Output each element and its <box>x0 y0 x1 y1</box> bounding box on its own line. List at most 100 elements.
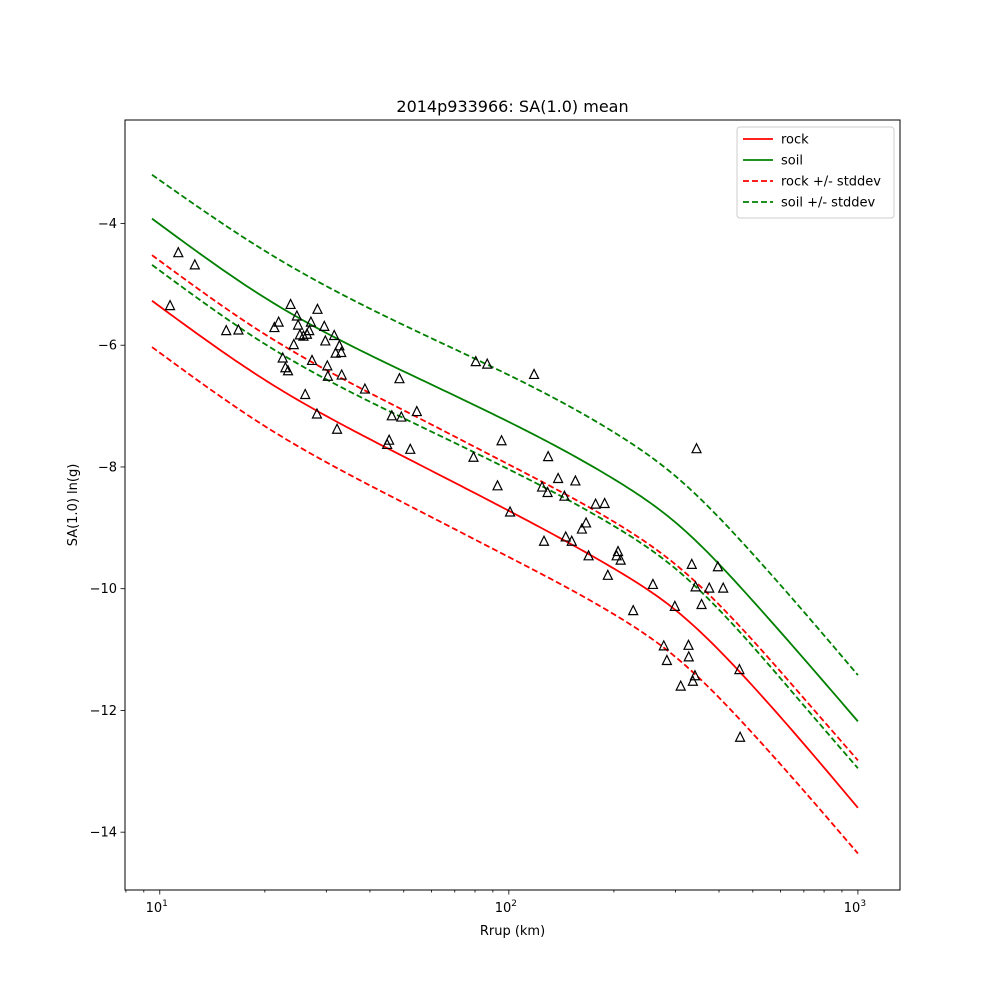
observation-point-73 <box>683 650 695 662</box>
series-line-2 <box>151 254 859 761</box>
y-tick-label: −14 <box>90 826 117 841</box>
observation-point-10 <box>285 298 297 310</box>
observation-point-55 <box>566 534 578 546</box>
observation-point-37 <box>393 372 405 384</box>
observation-point-12 <box>291 309 303 321</box>
observation-point-56 <box>569 474 581 486</box>
legend: rock soil rock +/- stddev soil +/- stddev <box>736 126 895 219</box>
y-tick-label: −10 <box>90 582 117 597</box>
chart-title: 2014p933966: SA(1.0) mean <box>396 97 628 116</box>
observation-point-36 <box>386 409 398 421</box>
x-axis-title: Rrup (km) <box>480 924 545 939</box>
observation-point-22 <box>312 302 323 314</box>
series-line-4 <box>151 174 859 676</box>
observation-point-66 <box>627 604 639 616</box>
y-tick-label: −6 <box>98 339 117 354</box>
observation-point-43 <box>481 357 493 369</box>
observation-point-61 <box>599 497 611 509</box>
series-line-5 <box>151 264 859 769</box>
observation-point-9 <box>282 364 294 376</box>
observation-point-1 <box>172 246 184 258</box>
observation-point-19 <box>305 315 317 327</box>
observation-point-52 <box>552 472 564 484</box>
observation-point-33 <box>359 382 371 394</box>
observation-point-82 <box>717 581 729 593</box>
legend-label-1: soil <box>781 154 803 169</box>
legend-label-3: soil +/- stddev <box>781 196 876 211</box>
observation-point-5 <box>268 321 280 333</box>
observation-point-70 <box>669 600 681 611</box>
observation-point-2 <box>189 258 201 270</box>
observation-point-6 <box>273 315 285 327</box>
observation-point-25 <box>321 359 333 371</box>
x-tick-label: 102 <box>495 899 517 916</box>
observation-point-49 <box>538 534 550 546</box>
observation-point-68 <box>658 639 670 651</box>
observation-point-51 <box>542 450 554 462</box>
observation-point-21 <box>311 407 323 419</box>
observation-point-20 <box>306 354 318 366</box>
series-line-0 <box>151 300 859 809</box>
observation-point-23 <box>318 320 330 331</box>
observation-point-59 <box>583 549 595 561</box>
observation-point-54 <box>560 530 572 542</box>
observation-point-79 <box>696 598 708 610</box>
observation-point-50 <box>542 486 554 498</box>
observation-point-74 <box>686 558 698 569</box>
observation-point-67 <box>647 578 659 590</box>
y-axis-title: SA(1.0) ln(g) <box>66 464 81 547</box>
x-tick-label: 103 <box>844 899 866 916</box>
observation-point-81 <box>712 560 724 572</box>
y-axis: −14 −12 −10 −8 −6 −4 <box>90 217 125 841</box>
plot-frame <box>124 119 901 891</box>
observation-point-18 <box>303 324 315 336</box>
observation-point-35 <box>383 433 395 445</box>
series-line-3 <box>151 346 859 855</box>
observation-point-77 <box>690 580 702 592</box>
observation-point-42 <box>470 355 482 367</box>
y-tick-label: −12 <box>90 704 117 719</box>
observation-point-48 <box>536 480 548 492</box>
x-tick-label: 101 <box>146 899 168 916</box>
observation-point-28 <box>330 346 342 358</box>
series-line-1 <box>151 217 859 722</box>
observation-point-65 <box>615 553 627 565</box>
observation-point-38 <box>395 410 407 422</box>
observation-point-60 <box>590 497 602 509</box>
observation-point-76 <box>689 669 701 681</box>
observation-point-29 <box>331 422 343 434</box>
observation-point-39 <box>404 442 416 454</box>
observation-point-16 <box>299 388 311 400</box>
x-axis: 101 102 103 <box>125 890 866 916</box>
observation-point-62 <box>602 568 614 580</box>
observation-point-26 <box>322 369 334 381</box>
observation-point-3 <box>220 324 232 336</box>
observation-point-53 <box>558 489 570 501</box>
observation-point-41 <box>468 450 479 462</box>
y-tick-label: −8 <box>98 460 117 475</box>
observation-point-44 <box>492 479 503 491</box>
observation-point-32 <box>336 368 348 380</box>
observation-point-24 <box>319 334 331 346</box>
observation-point-7 <box>277 351 289 363</box>
observation-point-30 <box>333 339 345 351</box>
observation-point-31 <box>335 346 347 358</box>
plot-area <box>151 174 859 855</box>
observation-point-40 <box>411 405 423 417</box>
observation-point-58 <box>580 516 592 528</box>
observation-point-15 <box>297 329 309 341</box>
observation-point-57 <box>576 522 588 534</box>
observation-point-27 <box>328 329 340 341</box>
observation-point-78 <box>691 442 703 454</box>
observation-point-75 <box>687 674 699 686</box>
observation-point-71 <box>675 679 687 691</box>
legend-label-2: rock +/- stddev <box>781 175 881 190</box>
legend-label-0: rock <box>781 133 809 148</box>
observation-point-11 <box>288 338 300 350</box>
observation-point-69 <box>661 654 673 666</box>
observation-point-0 <box>164 299 176 311</box>
observation-point-46 <box>504 505 516 517</box>
observation-point-84 <box>734 730 746 742</box>
observation-point-13 <box>292 318 304 330</box>
